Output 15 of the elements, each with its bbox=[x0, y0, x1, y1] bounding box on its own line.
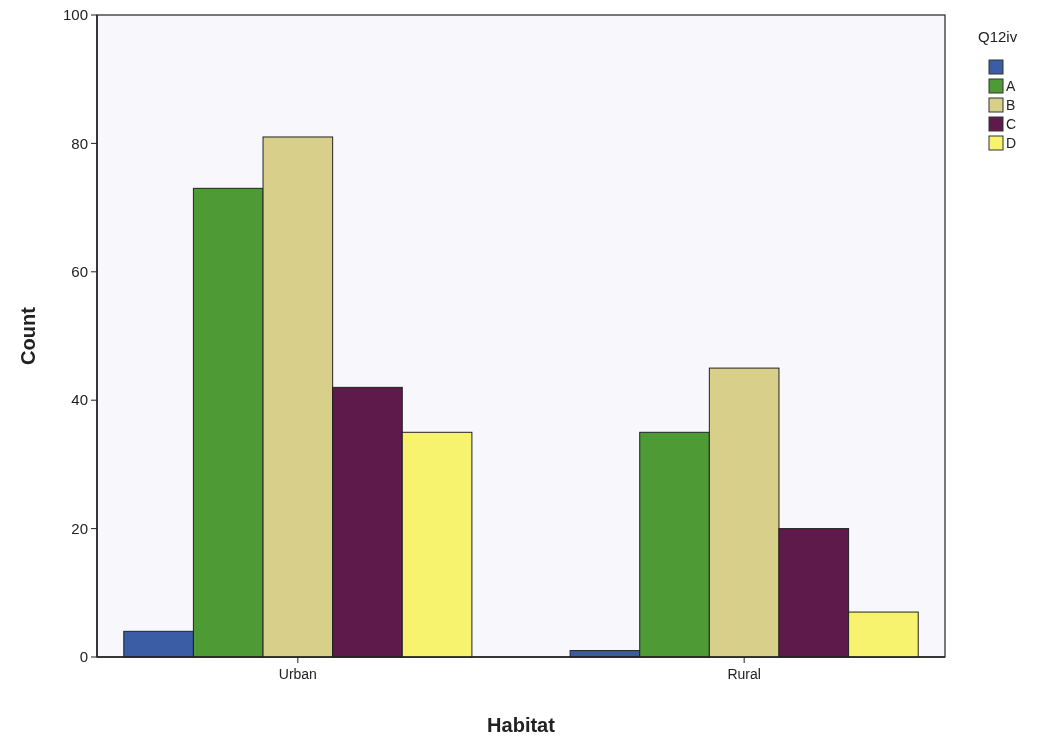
x-tick-label: Rural bbox=[727, 666, 761, 682]
legend-label: A bbox=[1006, 78, 1016, 94]
legend-label: C bbox=[1006, 116, 1017, 132]
y-tick-label: 60 bbox=[71, 263, 88, 281]
legend-label: B bbox=[1006, 97, 1016, 113]
legend-label: D bbox=[1006, 135, 1017, 151]
legend-title: Q12iv bbox=[978, 28, 1018, 45]
y-tick-label: 0 bbox=[79, 648, 88, 666]
y-tick-label: 20 bbox=[71, 519, 88, 537]
y-tick-label: 100 bbox=[62, 6, 88, 24]
x-axis-title: Habitat bbox=[487, 714, 556, 736]
x-tick-label: Urban bbox=[278, 666, 317, 682]
y-tick-label: 80 bbox=[71, 134, 88, 152]
y-axis-title: Count bbox=[17, 306, 39, 365]
y-tick-label: 40 bbox=[71, 391, 88, 409]
